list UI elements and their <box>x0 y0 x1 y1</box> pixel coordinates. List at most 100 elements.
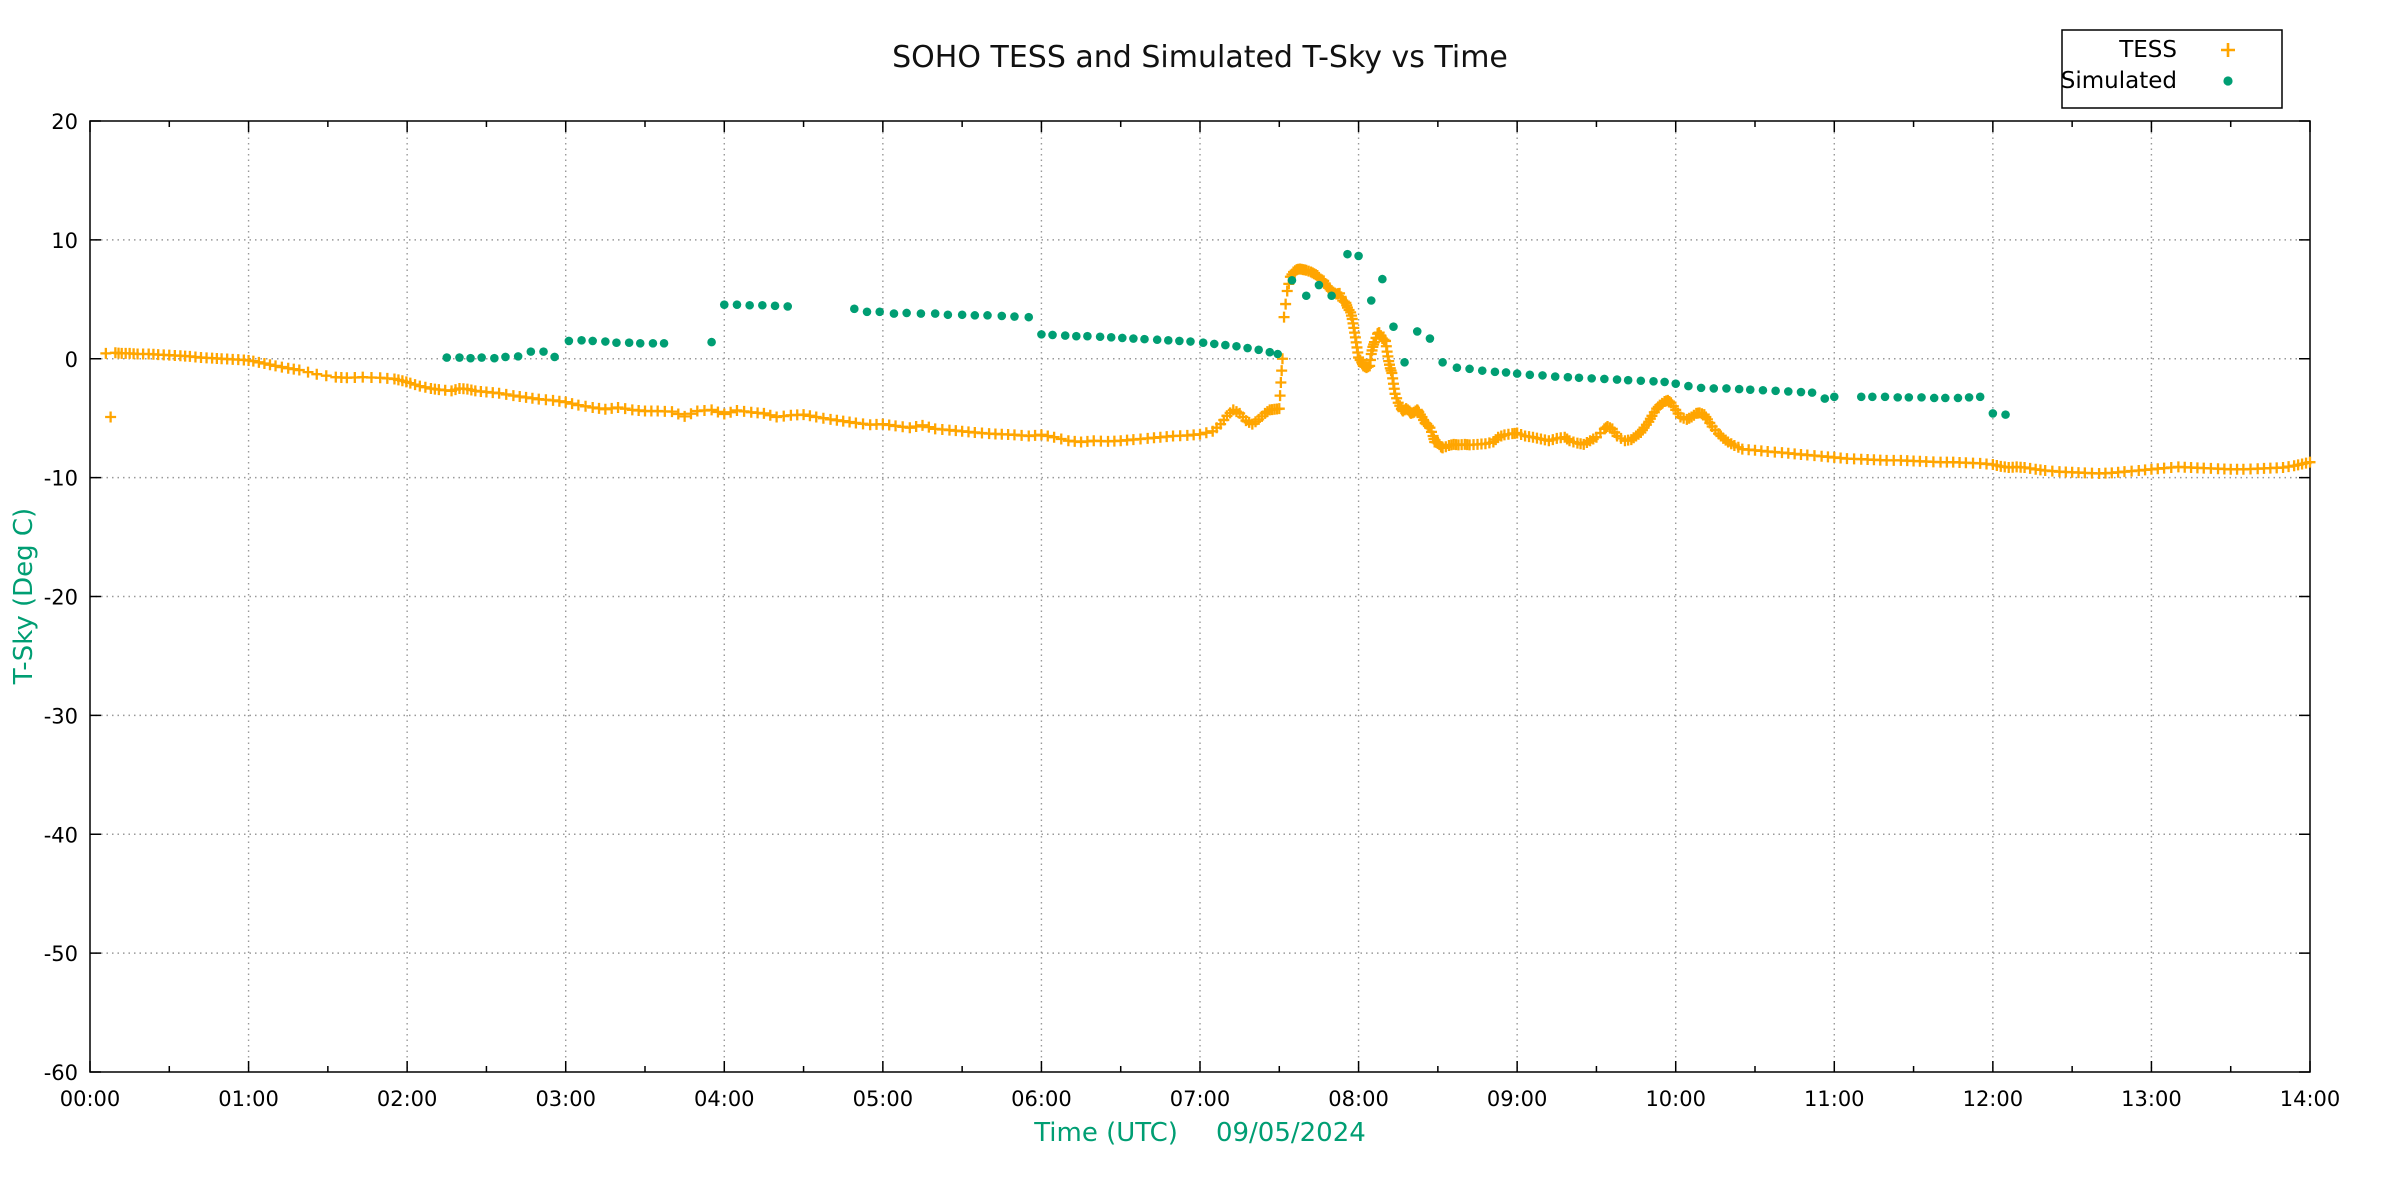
legend-box <box>2061 29 2283 109</box>
simulated-point <box>1734 384 1744 394</box>
simulated-point <box>997 311 1007 321</box>
tess-point <box>679 410 691 422</box>
simulated-point <box>1198 338 1208 348</box>
tess-point <box>1720 434 1732 446</box>
simulated-point <box>466 353 475 363</box>
tess-point <box>619 403 631 415</box>
tess-point <box>1561 433 1573 445</box>
x-tick-label: 13:00 <box>2121 1087 2182 1111</box>
tess-point <box>1274 390 1286 402</box>
tess-point <box>580 400 592 412</box>
simulated-point <box>1917 393 1926 402</box>
simulated-point <box>1512 369 1522 378</box>
simulated-point <box>1477 366 1487 375</box>
tess-point <box>253 356 265 368</box>
x-tick-label: 00:00 <box>60 1087 121 1111</box>
simulated-point <box>1060 331 1070 340</box>
simulated-point <box>1186 337 1195 346</box>
simulated-point <box>983 311 992 320</box>
tess-point <box>2304 456 2316 468</box>
simulated-point <box>1563 372 1573 382</box>
simulated-point <box>1964 393 1974 402</box>
tess-point <box>493 387 505 399</box>
simulated-point <box>1771 386 1780 396</box>
x-tick-label: 10:00 <box>1645 1087 1706 1111</box>
tess-point <box>270 360 282 372</box>
y-tick-label: -30 <box>44 704 78 728</box>
y-tick-label: -50 <box>44 942 78 966</box>
simulated-point <box>1048 330 1057 340</box>
x-tick-label: 09:00 <box>1487 1087 1548 1111</box>
tess-point <box>419 381 431 393</box>
tess-point <box>572 399 584 411</box>
simulated-point <box>1232 341 1241 351</box>
simulated-point <box>1612 375 1622 384</box>
simulated-point <box>758 300 767 310</box>
simulated-point <box>601 337 610 346</box>
tess-point <box>672 408 684 420</box>
simulated-point <box>1893 393 1903 402</box>
simulated-point <box>862 307 872 317</box>
simulated-point <box>1796 387 1806 397</box>
tess-point <box>1048 431 1060 443</box>
simulated-point <box>442 353 452 362</box>
tess-point <box>302 366 314 378</box>
simulated-point <box>612 338 621 348</box>
tess-point <box>923 421 935 433</box>
simulated-point <box>916 309 926 318</box>
simulated-point <box>1287 275 1297 285</box>
tess-point <box>817 412 829 424</box>
simulated-point <box>577 336 586 345</box>
y-tick-label: -40 <box>44 823 78 847</box>
simulated-point <box>1501 368 1511 377</box>
tess-point <box>105 411 117 423</box>
tess-point <box>1422 420 1434 432</box>
simulated-point <box>1037 330 1046 339</box>
simulated-point <box>588 336 597 346</box>
simulated-point <box>1152 335 1162 345</box>
simulated-point <box>1623 375 1633 385</box>
simulated-point <box>1465 364 1474 374</box>
simulated-point <box>526 347 536 356</box>
simulated-point <box>902 308 911 318</box>
simulated-point <box>1784 387 1793 396</box>
simulated-point <box>1265 347 1275 357</box>
simulated-point <box>1163 336 1173 345</box>
tess-point <box>804 410 816 422</box>
simulated-point <box>635 338 645 348</box>
simulated-point <box>1709 384 1719 393</box>
simulated-point <box>1525 370 1535 380</box>
y-tick-label: 10 <box>51 229 78 253</box>
tess-point <box>612 401 624 413</box>
tick-layer <box>89 120 2311 1073</box>
simulated-point <box>745 300 754 310</box>
simulated-point <box>1301 291 1311 301</box>
simulated-point <box>1940 393 1950 403</box>
simulated-point <box>1538 371 1547 380</box>
tess-point <box>712 406 724 418</box>
x-tick-label: 04:00 <box>694 1087 755 1111</box>
tess-point <box>500 388 512 400</box>
simulated-point <box>1083 331 1092 341</box>
simulated-point <box>550 352 559 362</box>
x-axis-date: 09/05/2024 <box>1216 1118 1366 1148</box>
tess-point <box>1276 353 1288 365</box>
simulated-point <box>1412 327 1422 336</box>
x-tick-label: 08:00 <box>1328 1087 1389 1111</box>
tess-point <box>1378 334 1390 346</box>
simulated-point <box>455 353 464 362</box>
simulated-point <box>1010 312 1019 321</box>
simulated-point <box>783 302 793 311</box>
simulated-point <box>1140 334 1149 344</box>
simulated-dot-marker-icon <box>2223 76 2233 86</box>
simulated-point <box>1243 343 1252 353</box>
simulated-point <box>1660 377 1669 387</box>
tess-point <box>685 408 697 420</box>
simulated-point <box>875 307 884 317</box>
simulated-point <box>1820 394 1830 403</box>
x-axis-label-text: Time (UTC) <box>1033 1118 1178 1148</box>
simulated-point <box>490 353 499 363</box>
tess-point <box>1280 298 1292 310</box>
simulated-point <box>1975 392 1985 402</box>
